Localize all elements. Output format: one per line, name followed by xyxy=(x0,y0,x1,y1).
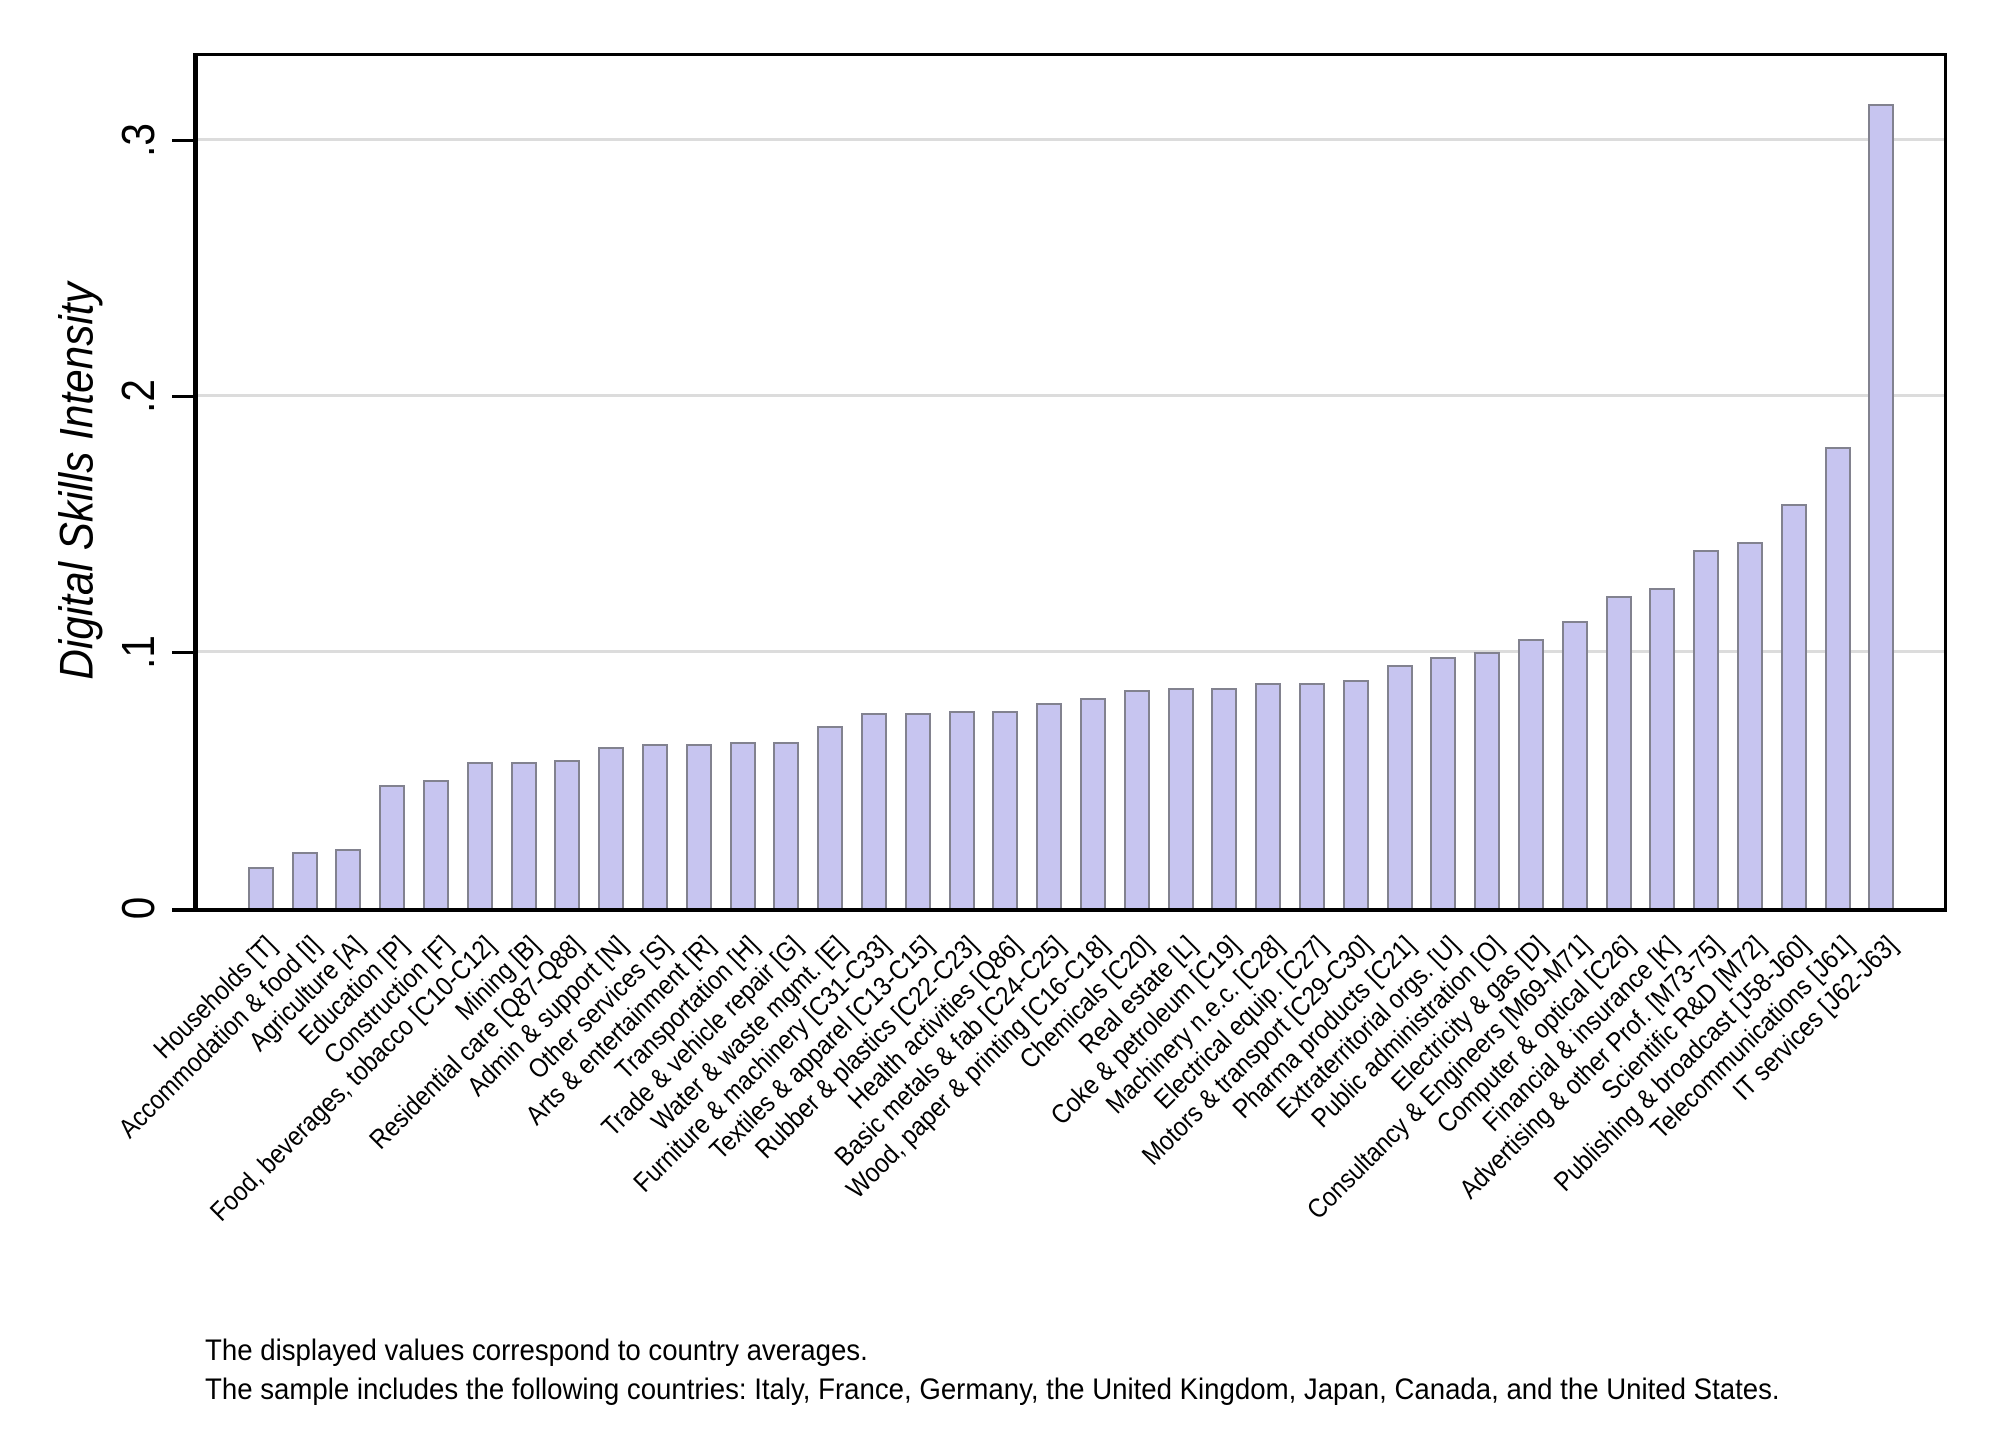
y-tick xyxy=(172,908,197,912)
y-tick-label: .3 xyxy=(112,123,164,157)
bar-slot xyxy=(1027,703,1071,908)
footnote-line-2: The sample includes the following countr… xyxy=(205,1373,1780,1406)
bars-container xyxy=(198,56,1944,908)
y-tick-label: .1 xyxy=(112,635,164,669)
gridline xyxy=(198,138,1944,141)
bar-slot xyxy=(765,742,809,908)
y-tick-label: .2 xyxy=(112,379,164,413)
bar xyxy=(773,742,800,908)
bar-slot xyxy=(1597,596,1641,908)
bar-slot xyxy=(1203,688,1247,908)
bar xyxy=(1868,104,1895,908)
bar-slot xyxy=(1553,621,1597,908)
bar-slot xyxy=(1641,588,1685,908)
bar-slot xyxy=(1115,690,1159,908)
y-tick xyxy=(172,650,197,654)
bar xyxy=(466,762,493,908)
bar-slot xyxy=(721,742,765,908)
plot-area xyxy=(193,53,1947,912)
bar-slot xyxy=(370,785,414,908)
bar xyxy=(642,744,669,908)
y-tick xyxy=(172,394,197,398)
bar-slot xyxy=(1422,657,1466,908)
bar xyxy=(291,852,318,908)
y-axis-title: Digital Skills Intensity xyxy=(49,282,103,680)
bar xyxy=(861,713,888,908)
bar xyxy=(379,785,406,908)
bar-slot xyxy=(1728,542,1772,908)
gridlines-layer xyxy=(198,56,1944,908)
bar xyxy=(598,747,625,908)
bar-slot xyxy=(984,711,1028,908)
bar xyxy=(1080,698,1107,908)
bar xyxy=(510,762,537,908)
bar-slot xyxy=(808,726,852,908)
bar xyxy=(1430,657,1457,908)
bar-slot xyxy=(458,762,502,908)
bar-slot xyxy=(896,713,940,908)
bar-slot xyxy=(1159,688,1203,908)
bar-slot xyxy=(852,713,896,908)
bar-slot xyxy=(546,760,590,908)
bar xyxy=(1299,683,1326,908)
bar xyxy=(1211,688,1238,908)
bar-slot xyxy=(1772,504,1816,908)
footnote-line-1: The displayed values correspond to count… xyxy=(205,1334,868,1367)
bar xyxy=(1649,588,1676,908)
bar xyxy=(1386,665,1413,908)
bar-slot xyxy=(677,744,721,908)
bar xyxy=(554,760,581,908)
bar-slot xyxy=(239,867,283,908)
bar-slot xyxy=(633,744,677,908)
bar-slot xyxy=(589,747,633,908)
bar xyxy=(1824,447,1851,908)
bar xyxy=(992,711,1019,908)
x-tick-label: Accommodation & food [I] xyxy=(112,930,326,1144)
bar-slot xyxy=(1684,550,1728,908)
bar-slot xyxy=(1509,639,1553,908)
bar xyxy=(1342,680,1369,908)
bar xyxy=(1736,542,1763,908)
bar xyxy=(729,742,756,908)
bar xyxy=(1474,652,1501,908)
bar xyxy=(335,849,362,908)
bar xyxy=(1123,690,1150,908)
bar xyxy=(1605,596,1632,908)
bar xyxy=(1036,703,1063,908)
bar-slot xyxy=(327,849,371,908)
bar-slot xyxy=(1290,683,1334,908)
bar-slot xyxy=(1334,680,1378,908)
y-tick-label: 0 xyxy=(112,896,164,920)
bar-slot xyxy=(283,852,327,908)
bar xyxy=(817,726,844,908)
bar-slot xyxy=(1378,665,1422,908)
bar xyxy=(1780,504,1807,908)
bar-slot xyxy=(940,711,984,908)
bar-slot xyxy=(1246,683,1290,908)
bar-slot xyxy=(1859,104,1903,908)
bar xyxy=(1255,683,1282,908)
bar xyxy=(685,744,712,908)
bar-slot xyxy=(1465,652,1509,908)
bar-slot xyxy=(1071,698,1115,908)
bar xyxy=(1693,550,1720,908)
bar xyxy=(423,780,450,908)
bar-slot xyxy=(502,762,546,908)
bar xyxy=(1167,688,1194,908)
bar xyxy=(1518,639,1544,908)
bar xyxy=(247,867,274,908)
bar xyxy=(948,711,975,908)
bar-slot xyxy=(414,780,458,908)
gridline xyxy=(198,650,1944,653)
gridline xyxy=(198,394,1944,397)
y-tick xyxy=(172,138,197,142)
bar-slot xyxy=(1816,447,1860,908)
bar xyxy=(1561,621,1588,908)
footnotes: The displayed values correspond to count… xyxy=(205,1331,1917,1409)
bar xyxy=(904,713,931,908)
